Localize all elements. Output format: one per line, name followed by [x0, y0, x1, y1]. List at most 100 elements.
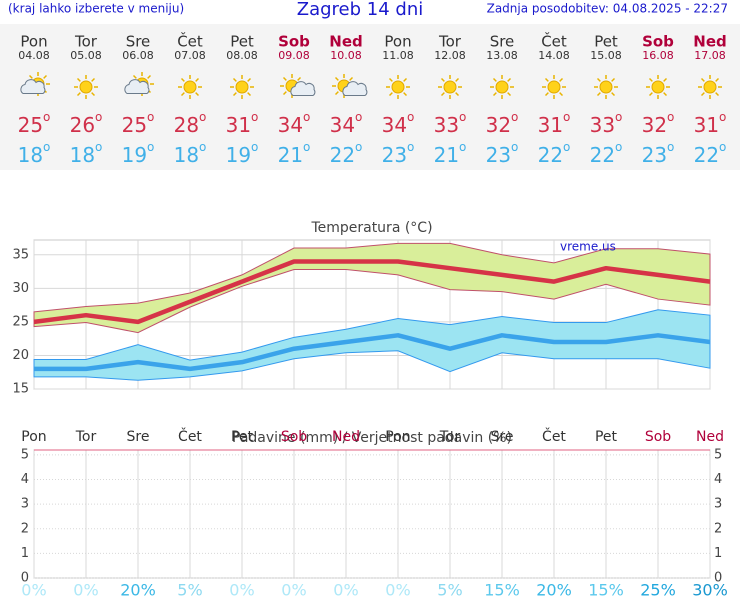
- temp-min: 22o: [590, 140, 623, 167]
- degree-mark: o: [563, 110, 570, 124]
- sun: [703, 80, 717, 94]
- temp-min: 21o: [434, 140, 467, 167]
- day-name: Pet: [594, 33, 618, 51]
- degree-mark: o: [303, 140, 310, 154]
- degree-mark: o: [407, 140, 414, 154]
- sun: [79, 80, 93, 94]
- temp-max-value: 34: [382, 113, 407, 137]
- temp-max: 25o: [122, 110, 155, 137]
- chart-title: Padavine (mm) / Verjetnost padavin (%): [232, 430, 512, 446]
- probability-label: 30%: [692, 581, 728, 600]
- sun-ray: [403, 92, 408, 97]
- sun-ray: [455, 77, 460, 82]
- probability-label: 25%: [640, 581, 676, 600]
- temp-max: 33o: [434, 110, 467, 137]
- day-name: Sre: [490, 33, 515, 51]
- temp-min: 23o: [382, 140, 415, 167]
- sun-ray: [232, 92, 237, 97]
- cloud: [342, 81, 368, 96]
- day-name: Tor: [438, 33, 462, 51]
- sun-ray: [455, 92, 460, 97]
- temp-max: 31o: [538, 110, 571, 137]
- day-date: 11.08: [382, 49, 414, 62]
- watermark: vreme.us: [560, 240, 616, 254]
- temp-line: [33, 259, 711, 325]
- sun-ray: [195, 92, 200, 97]
- probability-label: 15%: [484, 581, 520, 600]
- day-date: 08.08: [226, 49, 258, 62]
- sun: [235, 80, 249, 94]
- sun: [391, 80, 405, 94]
- x-tick-label: Ned: [332, 429, 360, 445]
- y2-tick-label: 5: [714, 447, 722, 462]
- x-tick-label: Pon: [385, 429, 410, 445]
- sun-ray: [507, 92, 512, 97]
- cloud: [124, 79, 150, 94]
- sun-ray: [559, 77, 564, 82]
- sun-ray: [282, 76, 287, 81]
- sun-ray: [715, 77, 720, 82]
- temp-min: 22o: [330, 140, 363, 167]
- y-tick-label: 30: [12, 281, 29, 296]
- day-name: Pon: [20, 33, 47, 51]
- last-update: Zadnja posodobitev: 04.08.2025 - 22:27: [487, 2, 728, 16]
- temp-max-value: 25: [18, 113, 43, 137]
- day-date: 06.08: [122, 49, 154, 62]
- temp-min: 18o: [174, 140, 207, 167]
- x-tick-label: Čet: [178, 427, 202, 445]
- sun-ray: [334, 91, 339, 96]
- temp-max: 28o: [174, 110, 207, 137]
- x-tick-label: Sob: [281, 429, 307, 445]
- temp-max: 33o: [590, 110, 623, 137]
- y-tick-label: 20: [12, 348, 29, 363]
- degree-mark: o: [251, 110, 258, 124]
- sun-ray: [180, 77, 185, 82]
- temp-max: 31o: [694, 110, 727, 137]
- temp-max-value: 31: [694, 113, 719, 137]
- sun: [599, 80, 613, 94]
- sun-ray: [247, 92, 252, 97]
- degree-mark: o: [251, 140, 258, 154]
- sun-ray: [440, 77, 445, 82]
- degree-mark: o: [147, 110, 154, 124]
- temp-min-value: 18: [18, 143, 43, 167]
- sun: [547, 80, 561, 94]
- temp-min: 23o: [642, 140, 675, 167]
- temp-min-value: 22: [694, 143, 719, 167]
- temp-min-value: 21: [278, 143, 303, 167]
- degree-mark: o: [667, 140, 674, 154]
- degree-mark: o: [355, 110, 362, 124]
- sun-ray: [663, 77, 668, 82]
- probability-label: 15%: [588, 581, 624, 600]
- temp-line: [34, 333, 711, 372]
- sun-ray: [195, 77, 200, 82]
- temp-min-value: 21: [434, 143, 459, 167]
- degree-mark: o: [459, 110, 466, 124]
- degree-mark: o: [43, 110, 50, 124]
- plot-area: [33, 449, 711, 579]
- cloud: [20, 79, 46, 94]
- y-tick-label: 5: [21, 447, 29, 462]
- sun-ray: [349, 76, 354, 81]
- degree-mark: o: [407, 110, 414, 124]
- sun-ray: [232, 77, 237, 82]
- day-name: Sre: [126, 33, 151, 51]
- sun-ray: [147, 74, 152, 79]
- day-name: Ned: [329, 33, 362, 51]
- sun-ray: [663, 92, 668, 97]
- sun-ray: [544, 77, 549, 82]
- degree-mark: o: [147, 140, 154, 154]
- day-name: Sob: [278, 33, 310, 51]
- sun-ray: [43, 74, 48, 79]
- temp-max: 25o: [18, 110, 51, 137]
- day-date: 10.08: [330, 49, 362, 62]
- range-band: [33, 309, 711, 381]
- day-name: Pet: [230, 33, 254, 51]
- degree-mark: o: [95, 140, 102, 154]
- temp-min-value: 18: [174, 143, 199, 167]
- y-tick-label: 15: [12, 382, 29, 397]
- degree-mark: o: [199, 140, 206, 154]
- sun-ray: [507, 77, 512, 82]
- temp-max: 32o: [486, 110, 519, 137]
- temp-min-value: 23: [642, 143, 667, 167]
